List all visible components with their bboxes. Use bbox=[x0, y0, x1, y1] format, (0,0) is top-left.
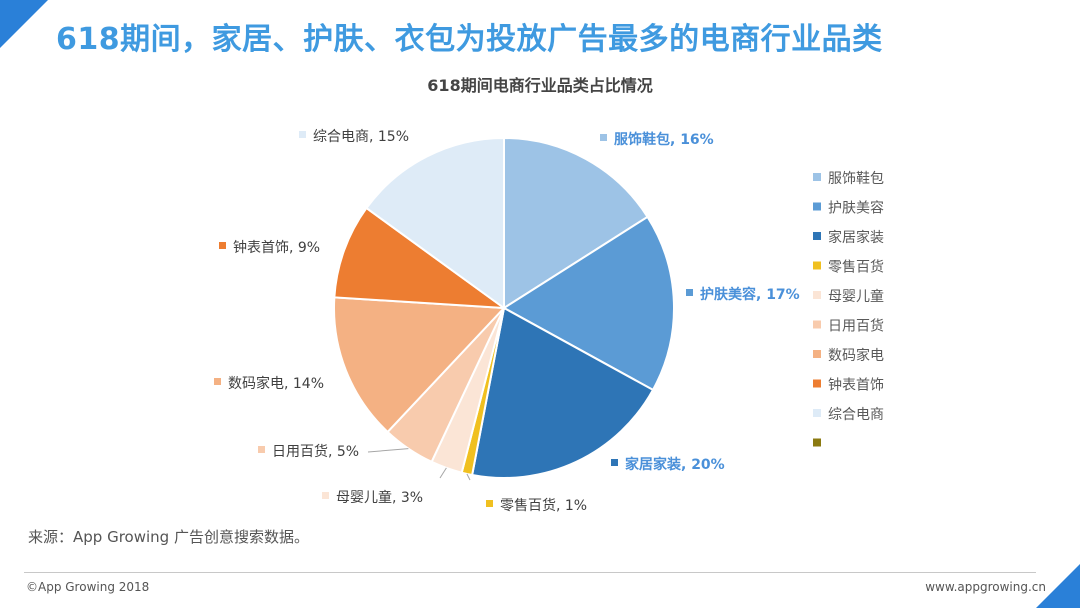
data-label: 零售百货, 1% bbox=[500, 497, 587, 514]
data-label: 家居家装, 20% bbox=[625, 456, 725, 473]
data-label-marker bbox=[611, 459, 618, 466]
source-note: 来源：App Growing 广告创意搜索数据。 bbox=[28, 528, 309, 546]
legend-swatch bbox=[813, 320, 821, 329]
data-label-marker bbox=[322, 492, 329, 499]
data-label-marker bbox=[299, 131, 306, 138]
data-label-marker bbox=[600, 134, 607, 141]
legend-swatch bbox=[813, 291, 821, 299]
pie-slice-7 bbox=[333, 296, 507, 434]
legend-swatch bbox=[813, 261, 821, 270]
data-label-marker bbox=[486, 500, 493, 507]
corner-decoration-top-left bbox=[0, 0, 48, 48]
legend-label: 家居家装 bbox=[828, 229, 884, 246]
legend-label: 护肤美容 bbox=[828, 200, 884, 217]
pie-slice-3 bbox=[470, 306, 655, 479]
data-label: 护肤美容, 17% bbox=[700, 286, 800, 303]
legend-label: 母婴儿童 bbox=[828, 288, 884, 305]
website-link[interactable]: www.appgrowing.cn bbox=[925, 580, 1046, 594]
legend-label: 日用百货 bbox=[828, 318, 884, 335]
legend-swatch bbox=[813, 173, 821, 181]
pie-slice-8 bbox=[333, 206, 508, 310]
legend-swatch bbox=[813, 409, 821, 417]
corner-decoration-bottom-right bbox=[1036, 564, 1080, 608]
legend-swatch bbox=[813, 438, 821, 447]
legend-label: 数码家电 bbox=[828, 347, 884, 364]
copyright-text: ©App Growing 2018 bbox=[26, 580, 150, 594]
data-label: 母婴儿童, 3% bbox=[336, 489, 423, 506]
legend-label: 钟表首饰 bbox=[828, 377, 884, 394]
legend-swatch bbox=[813, 379, 821, 388]
footer-divider bbox=[24, 572, 1036, 573]
data-label: 数码家电, 14% bbox=[228, 375, 324, 392]
data-label-marker bbox=[258, 446, 265, 453]
data-label: 日用百货, 5% bbox=[272, 443, 359, 460]
leader-line bbox=[367, 448, 409, 453]
legend-label: 零售百货 bbox=[828, 259, 884, 276]
leader-line bbox=[439, 467, 447, 479]
pie-slice-2 bbox=[502, 215, 676, 392]
data-label: 钟表首饰, 9% bbox=[233, 239, 320, 256]
leader-line bbox=[466, 473, 471, 481]
legend-swatch bbox=[813, 202, 821, 211]
data-label-marker bbox=[214, 378, 221, 385]
data-label-marker bbox=[219, 242, 226, 249]
data-label-marker bbox=[686, 289, 693, 296]
legend-swatch bbox=[813, 350, 821, 358]
pie-slice-9 bbox=[365, 136, 505, 310]
pie-slice-1 bbox=[503, 136, 649, 310]
legend-label: 综合电商 bbox=[828, 407, 884, 423]
legend-label: 服饰鞋包 bbox=[828, 171, 884, 187]
data-label: 综合电商, 15% bbox=[313, 129, 409, 145]
data-label: 服饰鞋包, 16% bbox=[614, 131, 714, 148]
chart-title: 618期间电商行业品类占比情况 bbox=[427, 76, 653, 95]
page-title: 618期间，家居、护肤、衣包为投放广告最多的电商行业品类 bbox=[56, 22, 883, 57]
legend-swatch bbox=[813, 232, 821, 240]
